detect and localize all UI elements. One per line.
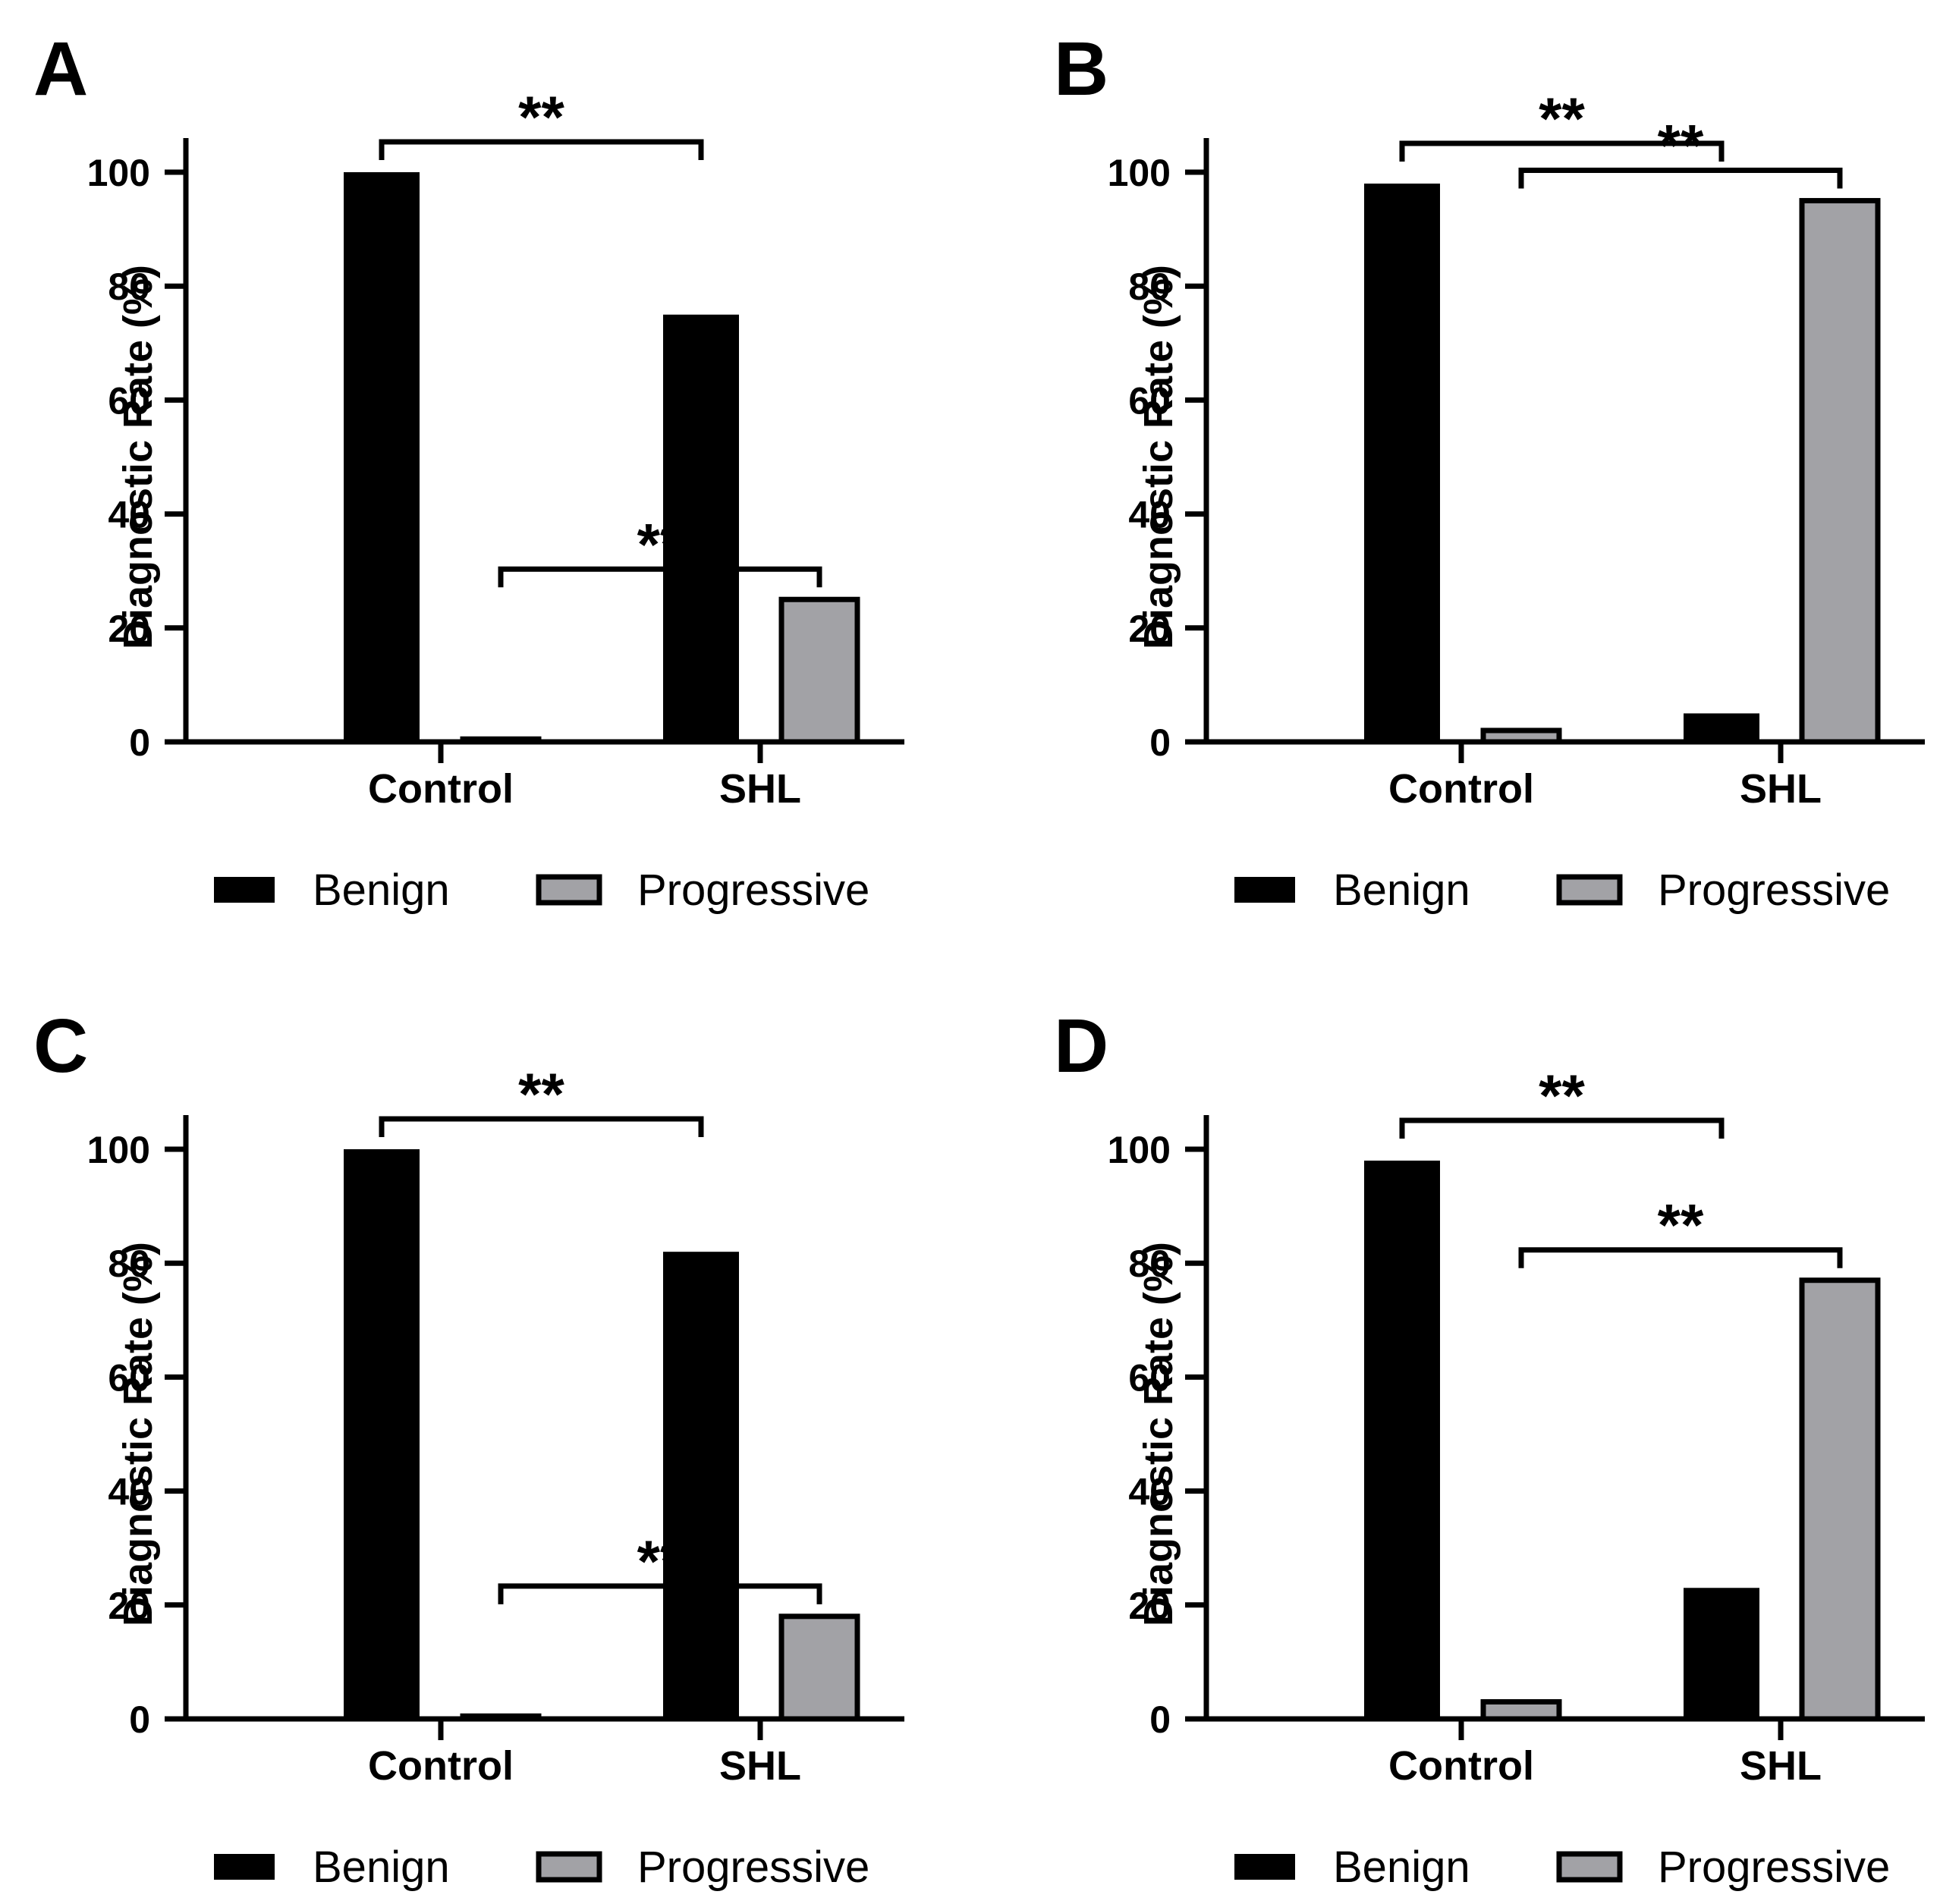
bar-progressive-shl (778, 1613, 860, 1722)
bar-benign-shl (1684, 1588, 1759, 1719)
category-label-control: Control (1388, 766, 1534, 812)
significance-bracket (379, 1116, 704, 1137)
bar-progressive-shl (778, 596, 860, 745)
legend-label-benign: Benign (1333, 1843, 1470, 1892)
y-tick-label: 20 (1128, 608, 1171, 650)
y-tick-label: 0 (129, 721, 150, 764)
legend-swatch-progressive (536, 874, 602, 906)
category-label-shl: SHL (1740, 1743, 1822, 1789)
y-tick-label: 20 (108, 1585, 150, 1627)
y-axis-label: Diagnostic Rate (%) (1136, 265, 1181, 649)
y-tick-label: 40 (1128, 494, 1171, 536)
category-label-shl: SHL (719, 1743, 801, 1789)
y-tick-label: 20 (1128, 1585, 1171, 1627)
y-tick-label: 0 (129, 1698, 150, 1741)
significance-bracket (1399, 1117, 1725, 1139)
legend-swatch-benign (214, 1854, 275, 1880)
legend-label-benign: Benign (313, 866, 450, 915)
legend-swatch-benign (1234, 877, 1295, 903)
y-tick-label: 60 (108, 1356, 150, 1399)
significance-label: ** (1539, 1062, 1585, 1129)
y-axis-label: Diagnostic Rate (%) (115, 1242, 161, 1626)
bar-benign-shl (663, 314, 739, 742)
category-label-control: Control (1388, 1743, 1534, 1789)
y-tick-label: 40 (1128, 1471, 1171, 1513)
y-tick-label: 100 (87, 152, 150, 194)
y-axis-label: Diagnostic Rate (%) (115, 265, 161, 649)
significance-bracket (1518, 1247, 1843, 1268)
bar-benign-control (1364, 1161, 1440, 1719)
panel-letter: B (1054, 27, 1108, 112)
significance-label: ** (518, 1060, 564, 1127)
bar-progressive-shl (1799, 1277, 1881, 1722)
significance-bracket (1518, 168, 1843, 189)
legend-label-progressive: Progressive (1658, 1843, 1890, 1892)
y-tick-label: 20 (108, 608, 150, 650)
legend-swatch-progressive (536, 1851, 602, 1883)
legend-label-progressive: Progressive (1658, 866, 1890, 915)
chart-panel-b: B Diagnostic Rate (%) 0 20 40 60 80 100 Control S… (1054, 27, 1925, 915)
significance-bracket (498, 1583, 822, 1604)
panel-letter: D (1054, 1004, 1108, 1089)
significance-bracket (379, 139, 704, 160)
significance-label: ** (518, 83, 564, 150)
bar-progressive-shl (1799, 198, 1881, 745)
category-label-control: Control (368, 1743, 514, 1789)
legend-swatch-progressive (1556, 1851, 1623, 1883)
y-tick-label: 60 (1128, 379, 1171, 422)
category-label-control: Control (368, 766, 514, 812)
significance-bracket (1399, 140, 1725, 162)
y-tick-label: 40 (108, 1471, 150, 1513)
panel-letter: C (33, 1004, 88, 1089)
chart-panel-a: A Diagnostic Rate (%) 0 20 40 60 80 100 Control S… (33, 27, 904, 915)
y-tick-label: 100 (1108, 152, 1171, 194)
y-tick-label: 80 (1128, 1243, 1171, 1285)
legend-swatch-benign (214, 877, 275, 903)
legend-label-progressive: Progressive (637, 1843, 869, 1892)
panel-letter: A (33, 27, 88, 112)
bar-benign-control (1364, 184, 1440, 742)
significance-label: ** (1539, 85, 1585, 152)
y-tick-label: 0 (1149, 1698, 1171, 1741)
chart-panel-d: D Diagnostic Rate (%) 0 20 40 60 80 100 Control S… (1054, 1004, 1925, 1892)
category-label-shl: SHL (719, 766, 801, 812)
chart-panel-c: C Diagnostic Rate (%) 0 20 40 60 80 100 Control S… (33, 1004, 904, 1892)
y-axis-label: Diagnostic Rate (%) (1136, 1242, 1181, 1626)
significance-bracket (498, 566, 822, 588)
y-tick-label: 60 (1128, 1356, 1171, 1399)
legend-label-progressive: Progressive (637, 866, 869, 915)
y-tick-label: 80 (108, 1243, 150, 1285)
y-tick-label: 40 (108, 494, 150, 536)
legend-swatch-benign (1234, 1854, 1295, 1880)
bar-benign-shl (663, 1252, 739, 1719)
significance-label: ** (637, 511, 684, 577)
y-tick-label: 60 (108, 379, 150, 422)
legend-label-benign: Benign (313, 1843, 450, 1892)
legend-swatch-progressive (1556, 874, 1623, 906)
bar-benign-shl (1684, 713, 1759, 742)
bar-benign-control (344, 1149, 420, 1719)
y-tick-label: 100 (87, 1129, 150, 1171)
significance-label: ** (1658, 112, 1704, 179)
bar-benign-control (344, 172, 420, 742)
category-label-shl: SHL (1740, 766, 1822, 812)
legend-label-benign: Benign (1333, 866, 1470, 915)
y-tick-label: 100 (1108, 1129, 1171, 1171)
significance-label: ** (637, 1528, 684, 1595)
y-tick-label: 80 (1128, 265, 1171, 308)
y-tick-label: 80 (108, 265, 150, 308)
y-tick-label: 0 (1149, 721, 1171, 764)
significance-label: ** (1658, 1192, 1704, 1258)
